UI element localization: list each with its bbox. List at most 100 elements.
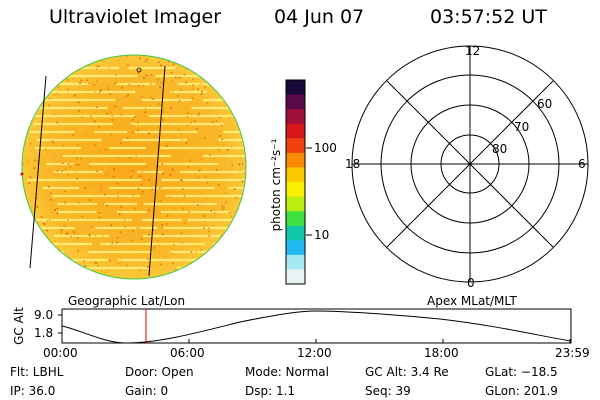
speckle xyxy=(139,269,141,271)
speckle xyxy=(150,242,152,244)
speckle xyxy=(127,230,130,232)
speckle xyxy=(97,130,99,133)
speckle xyxy=(93,120,96,123)
colorbar-segment xyxy=(286,269,305,285)
speckle xyxy=(85,89,87,92)
speckle xyxy=(94,234,97,237)
speckle xyxy=(111,170,114,172)
speckle xyxy=(114,235,117,238)
speckle xyxy=(35,232,37,235)
speckle xyxy=(73,177,76,180)
speckle xyxy=(232,214,235,217)
speckle xyxy=(61,162,64,165)
speckle xyxy=(201,204,204,207)
speckle xyxy=(197,177,199,179)
speckle xyxy=(99,186,102,188)
speckle xyxy=(185,260,187,262)
speckle xyxy=(196,127,198,130)
speckle xyxy=(210,210,213,212)
speckle xyxy=(188,211,190,213)
speckle xyxy=(184,222,186,225)
speckle xyxy=(191,183,194,186)
speckle xyxy=(98,126,100,128)
gc-alt-axis-title: GC Alt xyxy=(12,307,26,345)
speckle xyxy=(46,220,49,222)
small-marker xyxy=(136,67,142,73)
speckle xyxy=(48,150,50,152)
speckle xyxy=(212,112,215,114)
polar-label-80: 80 xyxy=(492,142,508,156)
speckle xyxy=(216,140,219,143)
speckle xyxy=(83,278,86,279)
speckle xyxy=(239,78,242,81)
speckle xyxy=(246,91,248,93)
speckle xyxy=(45,148,47,150)
xtick-label-0000: 00:00 xyxy=(43,346,78,360)
speckle xyxy=(242,253,244,256)
speckle xyxy=(206,259,208,262)
speckle xyxy=(81,246,83,248)
speckle xyxy=(172,63,175,66)
speckle xyxy=(85,133,87,135)
speckle xyxy=(33,159,36,162)
speckle xyxy=(106,212,108,214)
speckle xyxy=(100,80,103,83)
speckle xyxy=(125,95,128,98)
speckle xyxy=(162,118,165,121)
speckle xyxy=(160,64,162,67)
speckle xyxy=(25,223,27,226)
speckle xyxy=(132,118,134,121)
speckle xyxy=(36,278,39,279)
speckle xyxy=(168,61,170,63)
speckle xyxy=(37,213,40,215)
speckle xyxy=(30,271,32,274)
speckle xyxy=(151,264,153,266)
speckle xyxy=(222,65,224,68)
speckle xyxy=(77,249,79,252)
speckle xyxy=(208,70,211,73)
speckle xyxy=(88,278,91,279)
speckle xyxy=(227,71,229,73)
speckle xyxy=(118,168,120,170)
speckle xyxy=(23,76,25,79)
speckle xyxy=(147,258,149,260)
speckle xyxy=(41,87,44,89)
speckle xyxy=(161,224,163,226)
speckle xyxy=(74,170,76,172)
speckle xyxy=(187,265,190,268)
speckle xyxy=(26,280,28,282)
speckle xyxy=(50,58,52,60)
speckle xyxy=(48,154,50,157)
speckle xyxy=(63,233,65,235)
speckle xyxy=(35,139,37,142)
speckle xyxy=(118,60,120,62)
speckle xyxy=(88,235,91,237)
speckle xyxy=(181,179,183,182)
speckle xyxy=(70,235,72,238)
speckle xyxy=(240,208,243,210)
speckle xyxy=(158,251,160,254)
speckle xyxy=(162,111,165,113)
speckle xyxy=(116,237,119,239)
speckle xyxy=(207,227,210,230)
speckle xyxy=(145,278,147,279)
speckle xyxy=(25,61,27,64)
speckle xyxy=(92,203,94,205)
speckle xyxy=(235,197,238,199)
speckle xyxy=(171,80,173,82)
speckle xyxy=(167,215,169,217)
speckle xyxy=(219,241,221,243)
speckle xyxy=(129,203,132,205)
speckle xyxy=(151,183,153,185)
speckle xyxy=(116,157,119,159)
speckle xyxy=(151,266,153,268)
speckle xyxy=(91,228,94,231)
speckle xyxy=(241,70,244,72)
speckle xyxy=(95,262,98,264)
speckle xyxy=(90,165,92,167)
speckle xyxy=(116,57,119,60)
speckle xyxy=(49,219,51,221)
speckle xyxy=(114,82,117,84)
colorbar-segment xyxy=(286,211,305,227)
speckle xyxy=(206,159,209,161)
